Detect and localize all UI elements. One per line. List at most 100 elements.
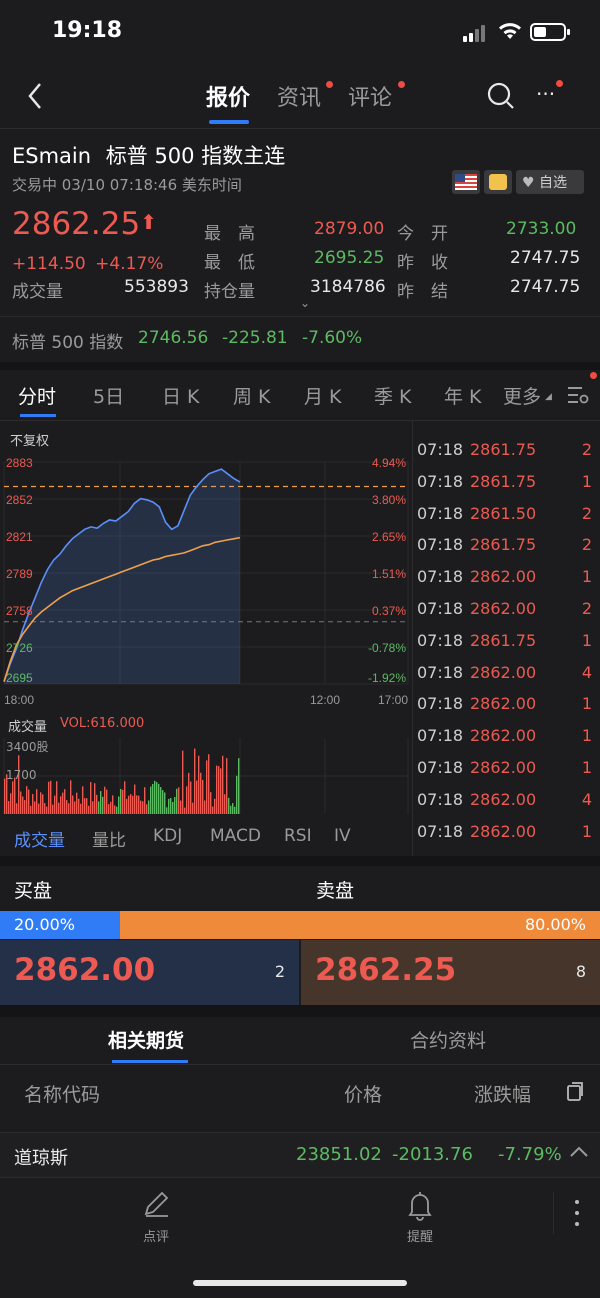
settings-list-icon xyxy=(568,387,589,404)
section-gap xyxy=(0,362,600,370)
volume-bar xyxy=(138,795,140,814)
signal-icon xyxy=(463,24,491,42)
tick-price: 2861.75 xyxy=(470,471,537,491)
volume-bar xyxy=(142,801,144,814)
ask-price: 2862.25 xyxy=(315,952,457,988)
volume-bar xyxy=(6,774,8,814)
tick-row: 07:18 2862.00 1 xyxy=(414,822,600,854)
bid-level[interactable]: 2862.00 2 xyxy=(0,940,299,1005)
col-header-name[interactable]: 名称代码 xyxy=(24,1084,101,1106)
indicator-rsi[interactable]: RSI xyxy=(284,826,312,846)
volume-chart-label: 成交量 xyxy=(8,720,48,735)
volume-tick-mid: 1700 xyxy=(6,768,37,782)
tab-daily-k[interactable]: 日 K xyxy=(162,386,200,408)
copy-icon[interactable] xyxy=(566,1080,586,1106)
volume-bar xyxy=(42,794,44,814)
tab-intraday[interactable]: 分时 xyxy=(18,386,57,408)
index-bar[interactable]: 标普 500 指数 2746.56 -225.81 -7.60% xyxy=(0,316,600,362)
tab-quarterly-k[interactable]: 季 K xyxy=(374,386,412,408)
watchlist-button[interactable]: ♥ 自选 xyxy=(516,170,584,194)
tab-news[interactable]: 资讯 xyxy=(277,86,322,111)
news-badge xyxy=(326,81,333,88)
indicator-kdj[interactable]: KDJ xyxy=(153,826,183,846)
status-time: 19:18 xyxy=(52,18,123,43)
volume-bar xyxy=(8,801,10,814)
volume-bar xyxy=(28,789,30,814)
col-header-change[interactable]: 涨跌幅 xyxy=(474,1084,532,1106)
tick-qty: 2 xyxy=(581,599,592,618)
prev-settle-value: 2747.75 xyxy=(510,277,581,297)
tick-time: 07:18 xyxy=(417,599,464,618)
pen-icon xyxy=(144,1191,169,1217)
tab-quote[interactable]: 报价 xyxy=(206,86,251,111)
volume-bar xyxy=(106,789,108,814)
volume-bar xyxy=(144,787,146,814)
volume-bar xyxy=(222,755,224,814)
tab-more[interactable]: 更多 xyxy=(503,386,542,408)
volume-bar xyxy=(4,778,6,814)
chevron-left-icon xyxy=(28,83,41,109)
price-chart[interactable]: 2883 4.94% 2852 3.80% 2821 2.65% 2789 1.51% 2758… xyxy=(0,448,412,710)
tick-time: 07:18 xyxy=(417,440,464,459)
volume-bar xyxy=(160,787,162,814)
expand-chevron-icon[interactable]: ⌄ xyxy=(300,296,311,310)
volume-bar xyxy=(62,792,64,814)
tick-time: 07:18 xyxy=(417,821,464,841)
search-button[interactable] xyxy=(486,81,516,115)
chart-settings-button[interactable] xyxy=(566,384,590,410)
index-change-pct: -7.60% xyxy=(302,328,363,348)
index-change: -225.81 xyxy=(222,328,288,348)
search-icon xyxy=(487,82,514,109)
chevron-up-icon[interactable] xyxy=(568,1141,590,1167)
ask-level[interactable]: 2862.25 8 xyxy=(301,940,600,1005)
heart-icon: ♥ xyxy=(522,175,535,191)
tab-comments[interactable]: 评论 xyxy=(348,86,393,111)
tick-qty: 2 xyxy=(581,503,592,523)
volume-bar xyxy=(168,798,170,814)
volume-bar xyxy=(104,786,106,814)
col-header-price[interactable]: 价格 xyxy=(344,1084,383,1106)
indicator-volume[interactable]: 成交量 xyxy=(14,831,65,851)
ask-qty: 8 xyxy=(575,962,586,981)
overflow-menu-button[interactable] xyxy=(568,1198,586,1228)
trading-status: 交易中 03/10 07:18:46 美东时间 xyxy=(12,176,242,194)
tab-yearly-k[interactable]: 年 K xyxy=(444,386,482,408)
volume-bar xyxy=(74,801,76,814)
comment-button[interactable]: 点评 xyxy=(132,1188,180,1248)
volume-bar xyxy=(122,789,124,814)
y-tick-left: 2789 xyxy=(6,567,33,581)
tick-price: 2862.00 xyxy=(470,599,537,618)
volume-bar xyxy=(24,800,26,814)
volume-bar xyxy=(60,796,62,814)
tick-qty: 2 xyxy=(581,440,592,459)
level-badge-icon[interactable] xyxy=(484,170,512,194)
volume-bar xyxy=(220,768,222,814)
open-label: 今 开 xyxy=(397,224,448,244)
tab-5day[interactable]: 5日 xyxy=(93,386,125,408)
tick-time: 07:18 xyxy=(417,630,464,650)
y-tick-right: -1.92% xyxy=(368,671,406,685)
indicator-macd[interactable]: MACD xyxy=(210,826,261,846)
chart-tab-indicator xyxy=(20,414,56,417)
indicator-iv[interactable]: IV xyxy=(334,826,351,846)
tab-related-futures[interactable]: 相关期货 xyxy=(108,1030,185,1052)
adjust-mode[interactable]: 不复权 xyxy=(10,434,50,449)
tab-contract-info[interactable]: 合约资料 xyxy=(410,1030,487,1052)
y-tick-right: 1.51% xyxy=(372,567,406,581)
tick-time: 07:18 xyxy=(417,758,464,777)
volume-bar xyxy=(54,795,56,814)
alert-button[interactable]: 提醒 xyxy=(396,1188,444,1248)
indicator-volume-ratio[interactable]: 量比 xyxy=(92,831,126,851)
volume-bar xyxy=(236,775,238,814)
dow-change: -2013.76 xyxy=(392,1144,473,1165)
volume-bar xyxy=(118,796,120,814)
volume-bar xyxy=(218,766,220,814)
volume-bar xyxy=(230,805,232,814)
more-button[interactable]: ··· xyxy=(536,82,556,106)
back-button[interactable] xyxy=(24,80,54,112)
us-flag-icon[interactable] xyxy=(452,170,480,194)
dow-bar[interactable]: 道琼斯 23851.02 -2013.76 -7.79% xyxy=(0,1132,600,1178)
tab-monthly-k[interactable]: 月 K xyxy=(304,386,342,408)
volume-bar xyxy=(40,792,42,814)
tab-weekly-k[interactable]: 周 K xyxy=(233,386,271,408)
